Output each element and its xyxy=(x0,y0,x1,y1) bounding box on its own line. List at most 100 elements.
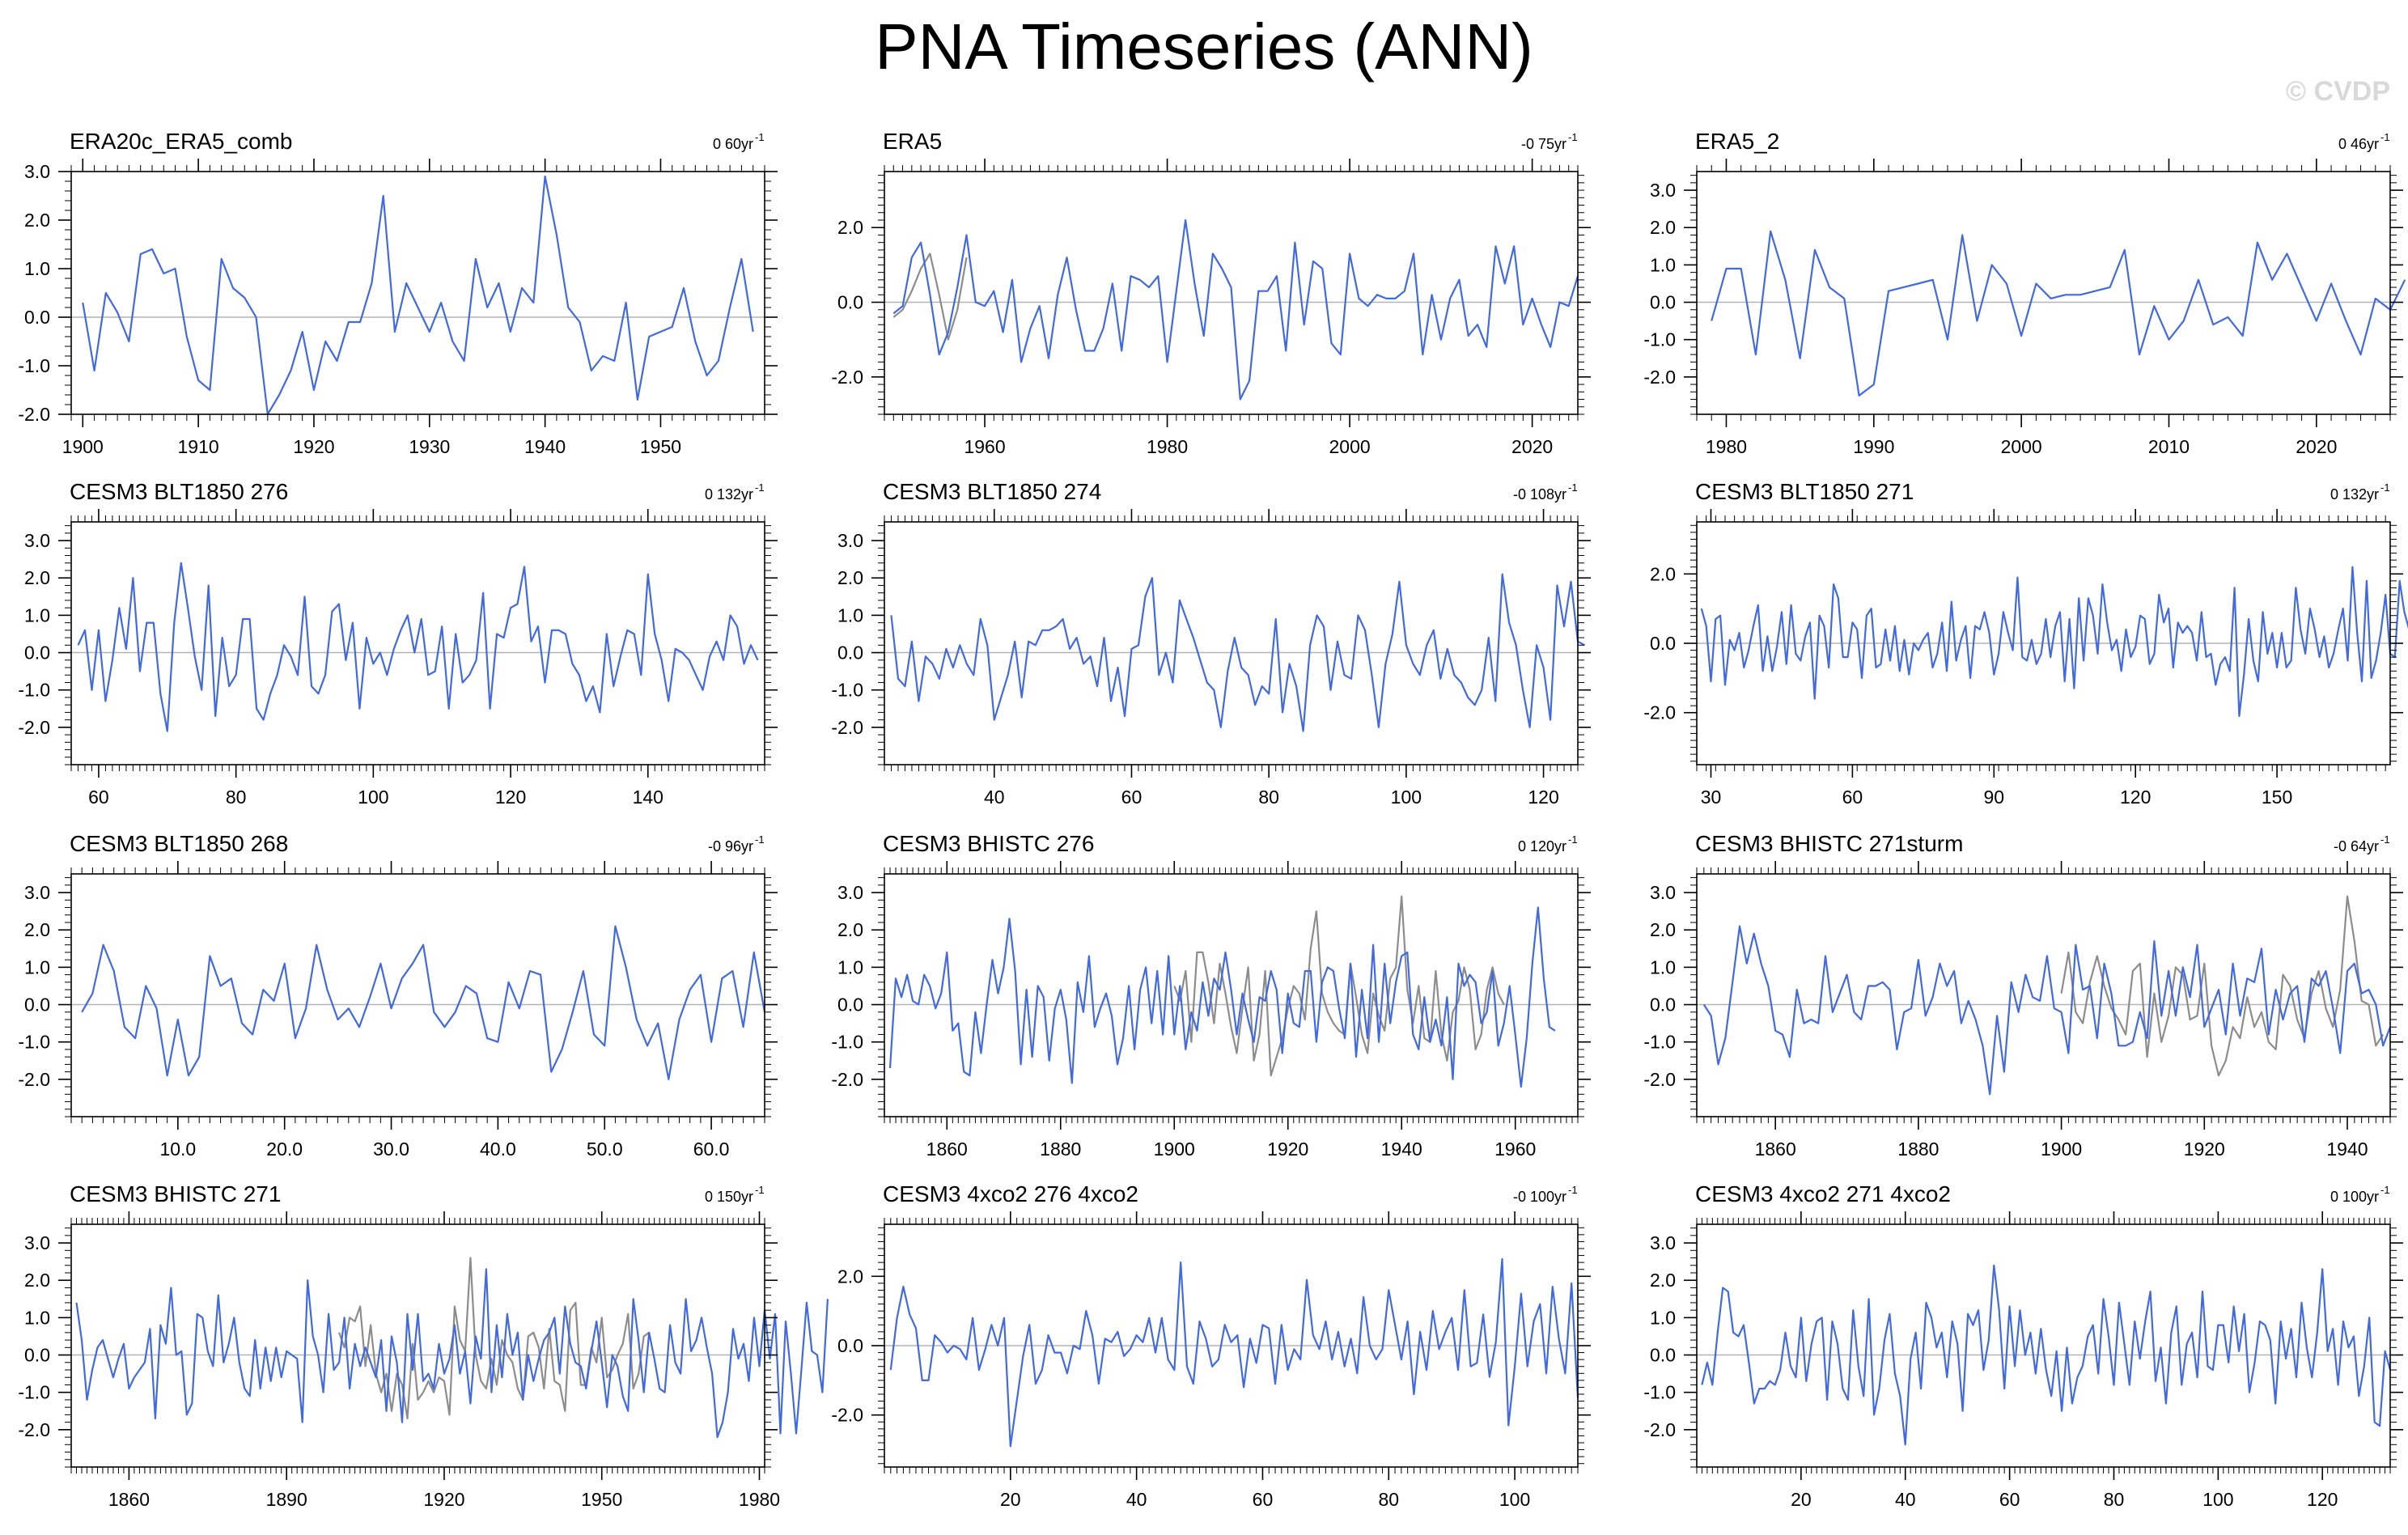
trend-superscript: -1 xyxy=(1568,481,1578,494)
trend-superscript: -1 xyxy=(2380,481,2390,494)
x-tick-label: 50.0 xyxy=(587,1139,623,1160)
x-tick-label: 20 xyxy=(1000,1489,1021,1510)
x-tick-label: 1890 xyxy=(266,1489,307,1510)
series-line xyxy=(1711,230,2406,396)
x-tick-label: 60 xyxy=(1121,787,1143,808)
x-tick-label: 1860 xyxy=(926,1139,968,1160)
x-tick-label: 1940 xyxy=(1381,1139,1422,1160)
y-tick-label: -2.0 xyxy=(18,1069,50,1090)
panel-title: CESM3 BHISTC 271sturm xyxy=(1695,831,1963,856)
x-tick-label: 40 xyxy=(1126,1489,1147,1510)
series-line xyxy=(77,562,759,732)
y-tick-label: -2.0 xyxy=(1643,702,1676,723)
x-tick-label: 1900 xyxy=(1154,1139,1195,1160)
y-tick-label: -2.0 xyxy=(831,1069,863,1090)
plot-frame xyxy=(70,171,765,415)
y-tick-label: 1.0 xyxy=(837,604,863,625)
x-tick-label: 30.0 xyxy=(373,1139,409,1160)
y-tick-label: 1.0 xyxy=(837,956,863,977)
series-line xyxy=(1700,566,2408,718)
y-tick-label: 1.0 xyxy=(24,604,50,625)
x-tick-label: 80 xyxy=(2104,1489,2125,1510)
y-tick-label: 0.0 xyxy=(24,642,50,664)
x-tick-label: 1920 xyxy=(2184,1139,2225,1160)
y-tick-label: 2.0 xyxy=(1650,1270,1676,1291)
x-tick-label: 60 xyxy=(1999,1489,2020,1510)
timeseries-panel: 1980 1990 2000 2010 2020 -2.0 -1.0 0.0 1.0 2.0 3.0… xyxy=(1643,129,2406,457)
y-tick-label: -2.0 xyxy=(18,404,50,425)
trend-superscript: -1 xyxy=(755,1184,765,1196)
x-tick-label: 1900 xyxy=(2041,1139,2082,1160)
y-tick-label: 0.0 xyxy=(1650,633,1676,654)
timeseries-panel: 1960 1980 2000 2020 -2.0 0.0 2.0 ERA5 -0 75yr -1 xyxy=(831,129,1591,457)
y-tick-label: -1.0 xyxy=(18,1382,50,1403)
series-line xyxy=(890,573,1586,732)
x-tick-label: 2020 xyxy=(2296,436,2337,457)
y-tick-label: -1.0 xyxy=(1643,1382,1676,1403)
x-tick-label: 1920 xyxy=(293,436,334,457)
x-tick-label: 1860 xyxy=(108,1489,150,1510)
x-tick-label: 80 xyxy=(1258,787,1279,808)
y-tick-label: 0.0 xyxy=(24,307,50,328)
x-tick-label: 1940 xyxy=(524,436,566,457)
y-tick-label: 2.0 xyxy=(24,919,50,940)
x-tick-label: 60 xyxy=(1842,787,1863,808)
y-tick-label: -2.0 xyxy=(18,717,50,738)
panel-title: CESM3 4xco2 271 4xco2 xyxy=(1695,1181,1951,1206)
x-tick-label: 1980 xyxy=(1706,436,1747,457)
timeseries-panel: 1860 1880 1900 1920 1940 1960 -2.0 -1.0 0.0 1.0 2.… xyxy=(831,831,1591,1160)
trend-superscript: -1 xyxy=(1568,131,1578,143)
x-tick-label: 1880 xyxy=(1897,1139,1939,1160)
plot-frame xyxy=(1696,171,2391,415)
x-tick-label: 20.0 xyxy=(266,1139,303,1160)
x-tick-label: 40 xyxy=(984,787,1005,808)
timeseries-panel: 1860 1890 1920 1950 1980 -2.0 -1.0 0.0 1.0 2.0 3.0… xyxy=(18,1181,829,1510)
series-line xyxy=(1701,1264,2392,1446)
page-title: PNA Timeseries (ANN) xyxy=(875,11,1533,83)
plot-frame xyxy=(1696,873,2391,1117)
x-tick-label: 1990 xyxy=(1853,436,1894,457)
panel-title: CESM3 BHISTC 276 xyxy=(883,831,1094,856)
x-tick-label: 120 xyxy=(495,787,526,808)
trend-label: 0 132yr xyxy=(705,486,753,502)
trend-superscript: -1 xyxy=(755,131,765,143)
trend-superscript: -1 xyxy=(2380,131,2390,143)
trend-label: 0 46yr xyxy=(2338,136,2379,152)
x-tick-label: 100 xyxy=(1499,1489,1530,1510)
y-tick-label: 2.0 xyxy=(24,210,50,231)
x-tick-label: 1960 xyxy=(1494,1139,1536,1160)
y-tick-label: 2.0 xyxy=(24,567,50,588)
y-tick-label: 2.0 xyxy=(837,919,863,940)
y-tick-label: -1.0 xyxy=(831,1032,863,1053)
y-tick-label: 2.0 xyxy=(1650,217,1676,238)
y-tick-label: -2.0 xyxy=(831,717,863,738)
y-tick-label: 0.0 xyxy=(1650,1345,1676,1366)
trend-label: -0 64yr xyxy=(2334,838,2379,854)
y-tick-label: 0.0 xyxy=(24,1345,50,1366)
y-tick-label: 3.0 xyxy=(1650,180,1676,201)
x-tick-label: 1880 xyxy=(1040,1139,1081,1160)
series-line xyxy=(82,175,754,416)
timeseries-panel: 20 40 60 80 100 -2.0 0.0 2.0 CESM3 4xco2 276 4xc… xyxy=(831,1181,1591,1510)
panel-title: CESM3 BLT1850 274 xyxy=(883,479,1101,504)
y-tick-label: 1.0 xyxy=(24,258,50,279)
y-tick-label: 0.0 xyxy=(837,1335,863,1356)
panel-title: ERA5 xyxy=(883,129,942,154)
x-tick-label: 1920 xyxy=(1267,1139,1308,1160)
x-tick-label: 40.0 xyxy=(480,1139,516,1160)
y-tick-label: -1.0 xyxy=(18,1032,50,1053)
panel-title: CESM3 BHISTC 271 xyxy=(70,1181,281,1206)
y-tick-label: 3.0 xyxy=(837,882,863,903)
y-tick-label: 2.0 xyxy=(24,1270,50,1291)
trend-label: -0 75yr xyxy=(1521,136,1566,152)
series-line xyxy=(889,1257,1579,1448)
series-line xyxy=(892,218,1579,401)
copyright-watermark: © CVDP xyxy=(2286,76,2390,107)
panel-title: CESM3 BLT1850 268 xyxy=(70,831,288,856)
x-tick-label: 100 xyxy=(358,787,388,808)
plot-frame xyxy=(70,873,765,1117)
x-tick-label: 1940 xyxy=(2326,1139,2368,1160)
plot-frame xyxy=(1696,1223,2391,1468)
trend-label: 0 60yr xyxy=(713,136,753,152)
